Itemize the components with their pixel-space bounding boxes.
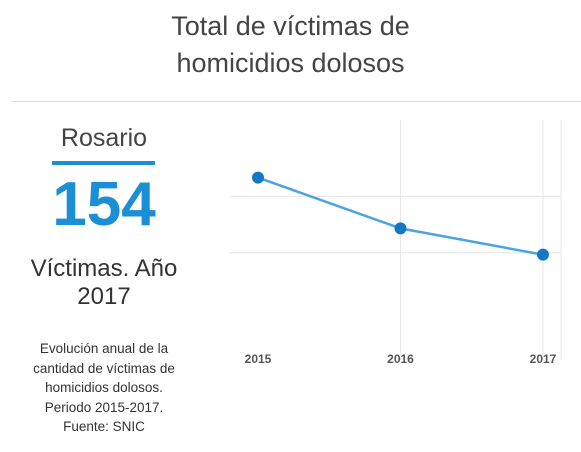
chart-title: Total de víctimas de homicidios dolosos <box>0 8 581 82</box>
city-name: Rosario <box>60 124 148 152</box>
x-tick-label: 2017 <box>530 352 557 366</box>
title-line-1: Total de víctimas de <box>171 11 410 41</box>
victims-label-line-2: 2017 <box>77 283 131 310</box>
data-point <box>394 222 407 235</box>
chart-description: Evolución anual de la cantidad de víctim… <box>10 339 198 437</box>
description-line-2: cantidad de víctimas de <box>33 360 175 376</box>
description-line-3: homicidios dolosos. <box>45 380 163 395</box>
description-source: Fuente: SNIC <box>63 419 145 434</box>
line-chart: 2015 2016 2017 <box>230 120 562 366</box>
x-tick-label: 2015 <box>245 352 272 366</box>
data-point <box>537 248 549 261</box>
city-underline <box>52 161 155 165</box>
victims-label-line-1: Víctimas. Año <box>30 255 178 282</box>
title-line-2: homicidios dolosos <box>176 48 405 78</box>
victims-year-label: Víctimas. Año 2017 <box>0 255 208 311</box>
description-line-4: Periodo 2015-2017. <box>44 399 164 415</box>
x-tick-label: 2016 <box>387 352 414 366</box>
total-victims-number: 154 <box>52 170 156 239</box>
header-divider <box>12 101 581 102</box>
data-point <box>252 171 264 184</box>
description-line-1: Evolución anual de la <box>39 341 169 356</box>
